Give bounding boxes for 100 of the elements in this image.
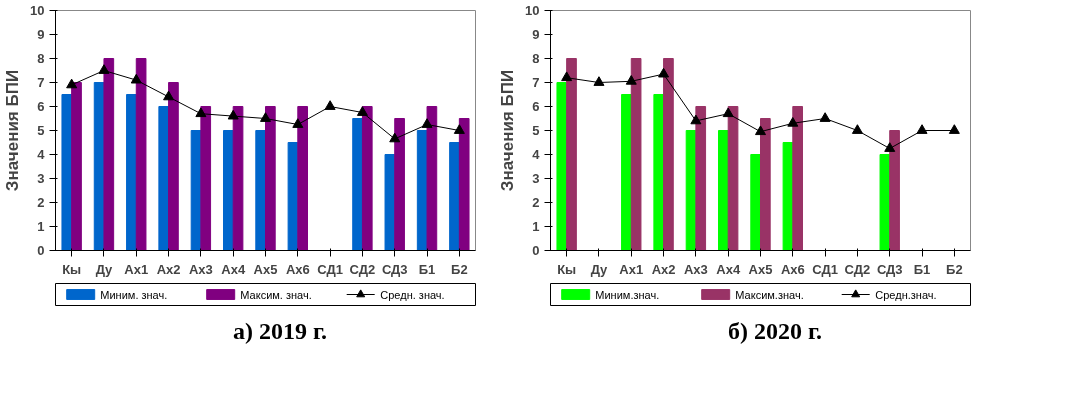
y-tick-label: 7	[532, 75, 540, 90]
point	[227, 109, 239, 120]
x-tick-label: Ах1	[124, 261, 149, 277]
point	[690, 114, 702, 125]
x-tick-label: Б2	[946, 261, 963, 277]
bar	[265, 106, 276, 251]
legend-label: Максим. знач.	[240, 288, 312, 301]
point	[851, 124, 863, 134]
x-tick-label: Б1	[418, 261, 436, 277]
x-tick-label: Кы	[557, 261, 577, 277]
x-tick-label: Ду	[590, 261, 609, 277]
point	[389, 132, 401, 143]
y-tick-label: 9	[37, 27, 45, 42]
bar	[394, 118, 405, 251]
point	[356, 106, 368, 116]
bar	[718, 130, 729, 251]
point	[163, 90, 175, 101]
bar	[223, 130, 234, 251]
y-tick-label: 6	[532, 99, 540, 114]
point	[98, 64, 110, 74]
bar	[449, 142, 460, 251]
point	[787, 117, 799, 127]
x-tick-label: Ах1	[619, 261, 644, 277]
bar	[297, 106, 308, 251]
y-tick-label: 2	[37, 195, 45, 210]
bar	[663, 58, 674, 251]
point	[130, 73, 142, 84]
y-tick-label: 6	[37, 99, 45, 114]
x-tick-label: Б2	[451, 261, 468, 277]
bar	[287, 142, 299, 251]
bar	[782, 142, 794, 251]
point	[421, 118, 433, 128]
point	[658, 67, 670, 78]
y-tick-label: 8	[532, 51, 540, 66]
bar	[126, 94, 137, 251]
bar	[255, 130, 266, 251]
point	[195, 107, 207, 118]
bar	[889, 130, 900, 251]
x-tick-label: Ах5	[253, 261, 278, 277]
point	[561, 71, 573, 82]
x-tick-label: Ах3	[188, 261, 213, 277]
y-tick-label: 8	[37, 51, 45, 66]
legend-label: Максим.знач.	[735, 288, 804, 301]
y-tick-label: 3	[532, 171, 540, 186]
bar	[158, 106, 170, 251]
y-tick-label: 0	[532, 243, 540, 258]
x-tick-label: СД3	[381, 261, 408, 277]
x-tick-label: Ах6	[780, 261, 805, 277]
bar	[103, 58, 115, 251]
point	[948, 124, 960, 134]
legend-label: Миним. знач.	[100, 288, 168, 301]
point	[260, 112, 271, 122]
x-tick-label: Ах2	[651, 261, 676, 277]
y-axis-title: Значения БПИ	[498, 69, 518, 192]
text: б) 2020 г.	[727, 317, 823, 346]
legend-label: Миним.знач.	[595, 288, 660, 301]
bar	[556, 82, 568, 251]
x-tick-label: Ах2	[156, 261, 181, 277]
bar	[621, 94, 632, 251]
point	[722, 107, 734, 118]
point	[625, 75, 637, 85]
y-tick-label: 10	[30, 3, 45, 18]
y-tick-label: 4	[532, 147, 541, 162]
text: а) 2019 г.	[232, 317, 328, 346]
point	[324, 100, 336, 110]
x-tick-label: Ах4	[221, 261, 246, 277]
y-axis-title: Значения БПИ	[3, 69, 23, 192]
x-tick-label: Ах4	[716, 261, 741, 277]
x-tick-label: СД1	[317, 261, 343, 277]
x-tick-label: Ду	[95, 261, 114, 277]
point	[453, 124, 465, 134]
x-tick-label: Ах3	[683, 261, 708, 277]
bar	[653, 94, 665, 251]
y-tick-label: 10	[525, 3, 540, 18]
bar	[630, 58, 642, 251]
point	[292, 118, 304, 128]
y-tick-label: 1	[37, 219, 45, 234]
bar	[168, 82, 179, 251]
bar	[792, 106, 803, 251]
bar	[61, 94, 73, 251]
point	[593, 76, 605, 86]
bar	[384, 154, 396, 251]
bar	[760, 118, 771, 251]
bar	[426, 106, 438, 251]
y-tick-label: 9	[532, 27, 540, 42]
bar	[695, 106, 707, 251]
y-tick-label: 2	[532, 195, 540, 210]
point	[916, 124, 928, 134]
x-tick-label: Б1	[913, 261, 931, 277]
bar	[727, 106, 739, 251]
bar	[458, 118, 470, 251]
y-tick-label: 0	[37, 243, 45, 258]
x-tick-label: СД2	[844, 261, 871, 277]
y-tick-label: 7	[37, 75, 45, 90]
bar	[361, 106, 373, 251]
bar	[879, 154, 891, 251]
y-tick-label: 4	[37, 147, 46, 162]
x-tick-label: СД2	[349, 261, 376, 277]
bar	[71, 82, 82, 251]
y-tick-label: 3	[37, 171, 45, 186]
